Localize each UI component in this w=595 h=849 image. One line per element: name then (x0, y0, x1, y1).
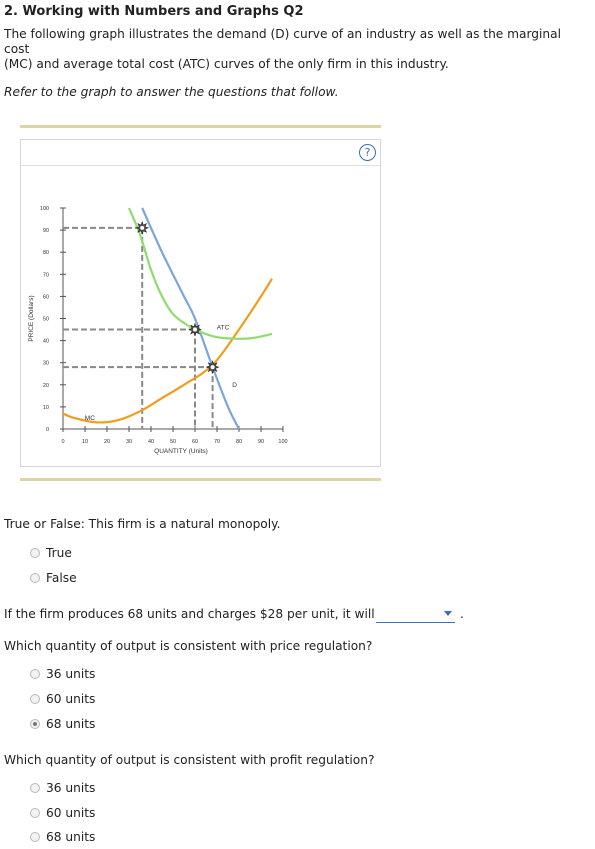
x-tick-label: 60 (192, 439, 198, 445)
radio-button[interactable] (30, 783, 40, 793)
radio-button[interactable] (30, 573, 40, 583)
y-tick-label: 60 (43, 294, 49, 300)
option-label: 68 units (46, 830, 96, 844)
option-label: False (46, 571, 77, 585)
star-marker-center (140, 225, 145, 230)
x-tick-label: 90 (258, 439, 264, 445)
option-label: True (46, 546, 72, 560)
chevron-down-icon[interactable] (444, 611, 452, 616)
curve-mc (62, 278, 273, 424)
curve-label-mc: MC (85, 415, 95, 422)
x-axis-title: QUANTITY (Units) (154, 448, 208, 455)
q4-text: Which quantity of output is consistent w… (4, 753, 375, 767)
y-tick-label: 80 (43, 250, 49, 256)
x-tick-label: 20 (104, 439, 110, 445)
y-tick-label: 0 (46, 427, 49, 433)
x-tick-label: 50 (170, 439, 176, 445)
curve-label-atc: ATC (217, 325, 230, 332)
star-marker-center (193, 327, 197, 332)
curve-label-d: D (232, 382, 237, 389)
radio-button[interactable] (30, 808, 40, 818)
intro-text: The following graph illustrates the dema… (4, 27, 589, 72)
radio-button-selected[interactable] (30, 719, 40, 729)
option-label: 36 units (46, 667, 96, 681)
q2-dropdown[interactable] (376, 606, 455, 623)
graph-toolbar: ? (21, 140, 380, 166)
radio-button[interactable] (30, 548, 40, 558)
y-tick-label: 70 (43, 272, 49, 278)
option-label: 68 units (46, 717, 96, 731)
x-tick-label: 80 (236, 439, 242, 445)
curve-atc (127, 207, 273, 340)
radio-button[interactable] (30, 694, 40, 704)
q3-text: Which quantity of output is consistent w… (4, 639, 373, 653)
y-tick-label: 20 (43, 383, 49, 389)
option-label: 60 units (46, 806, 96, 820)
divider-top (20, 125, 381, 128)
refer-text: Refer to the graph to answer the questio… (4, 85, 339, 99)
x-tick-label: 30 (126, 439, 132, 445)
radio-button[interactable] (30, 832, 40, 842)
intro-line-1: The following graph illustrates the dema… (4, 27, 562, 56)
x-tick-label: 40 (148, 439, 154, 445)
y-tick-label: 40 (43, 339, 49, 345)
y-axis-title: PRICE (Dollars) (28, 295, 35, 341)
x-tick-label: 10 (82, 439, 88, 445)
x-tick-label: 100 (278, 439, 287, 445)
y-tick-label: 50 (43, 317, 49, 323)
y-tick-label: 30 (43, 361, 49, 367)
divider-bottom (20, 478, 381, 481)
q2-suffix: . (460, 607, 464, 621)
radio-button[interactable] (30, 669, 40, 679)
question-title: 2. Working with Numbers and Graphs Q2 (4, 4, 304, 19)
chart-svg[interactable]: 0 10 20 30 40 50 60 70 80 90 100 0 10 20 30 40 50 60 70 80 9… (21, 166, 380, 465)
x-tick-label: 70 (214, 439, 220, 445)
y-tick-label: 90 (43, 228, 49, 234)
curve-d (141, 207, 240, 430)
option-label: 36 units (46, 781, 96, 795)
graph-panel: ? 0 10 20 30 40 50 60 70 80 90 100 0 10 20 30 40 50 60 70 8… (20, 139, 381, 467)
q1-text: True or False: This firm is a natural mo… (4, 517, 281, 531)
y-tick-label: 100 (40, 206, 49, 212)
star-marker-center (210, 365, 215, 370)
intro-line-2: (MC) and average total cost (ATC) curves… (4, 57, 449, 71)
x-tick-label: 0 (61, 439, 64, 445)
q2-text: If the firm produces 68 units and charge… (4, 607, 375, 621)
option-label: 60 units (46, 692, 96, 706)
y-tick-label: 10 (43, 405, 49, 411)
help-icon[interactable]: ? (359, 144, 376, 161)
